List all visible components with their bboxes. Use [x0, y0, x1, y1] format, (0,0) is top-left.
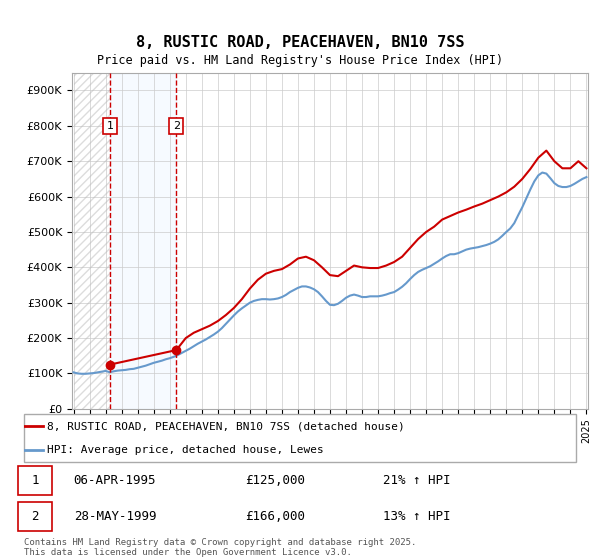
Text: 8, RUSTIC ROAD, PEACEHAVEN, BN10 7SS (detached house): 8, RUSTIC ROAD, PEACEHAVEN, BN10 7SS (de… — [47, 421, 405, 431]
Text: 28-MAY-1999: 28-MAY-1999 — [74, 510, 156, 523]
Text: 21% ↑ HPI: 21% ↑ HPI — [383, 474, 450, 487]
Text: 1: 1 — [106, 121, 113, 131]
Bar — [110, 73, 176, 409]
Text: 8, RUSTIC ROAD, PEACEHAVEN, BN10 7SS: 8, RUSTIC ROAD, PEACEHAVEN, BN10 7SS — [136, 35, 464, 50]
Text: 2: 2 — [31, 510, 39, 523]
Text: 1: 1 — [31, 474, 39, 487]
Text: HPI: Average price, detached house, Lewes: HPI: Average price, detached house, Lewe… — [47, 445, 324, 455]
Text: 13% ↑ HPI: 13% ↑ HPI — [383, 510, 450, 523]
FancyBboxPatch shape — [19, 502, 52, 531]
Text: £125,000: £125,000 — [245, 474, 305, 487]
Text: Price paid vs. HM Land Registry's House Price Index (HPI): Price paid vs. HM Land Registry's House … — [97, 54, 503, 67]
Text: £166,000: £166,000 — [245, 510, 305, 523]
Bar — [74, 73, 110, 409]
FancyBboxPatch shape — [24, 414, 576, 462]
Text: Contains HM Land Registry data © Crown copyright and database right 2025.
This d: Contains HM Land Registry data © Crown c… — [24, 538, 416, 557]
FancyBboxPatch shape — [19, 465, 52, 494]
Text: 2: 2 — [173, 121, 180, 131]
Text: 06-APR-1995: 06-APR-1995 — [74, 474, 156, 487]
Bar — [74, 73, 110, 409]
